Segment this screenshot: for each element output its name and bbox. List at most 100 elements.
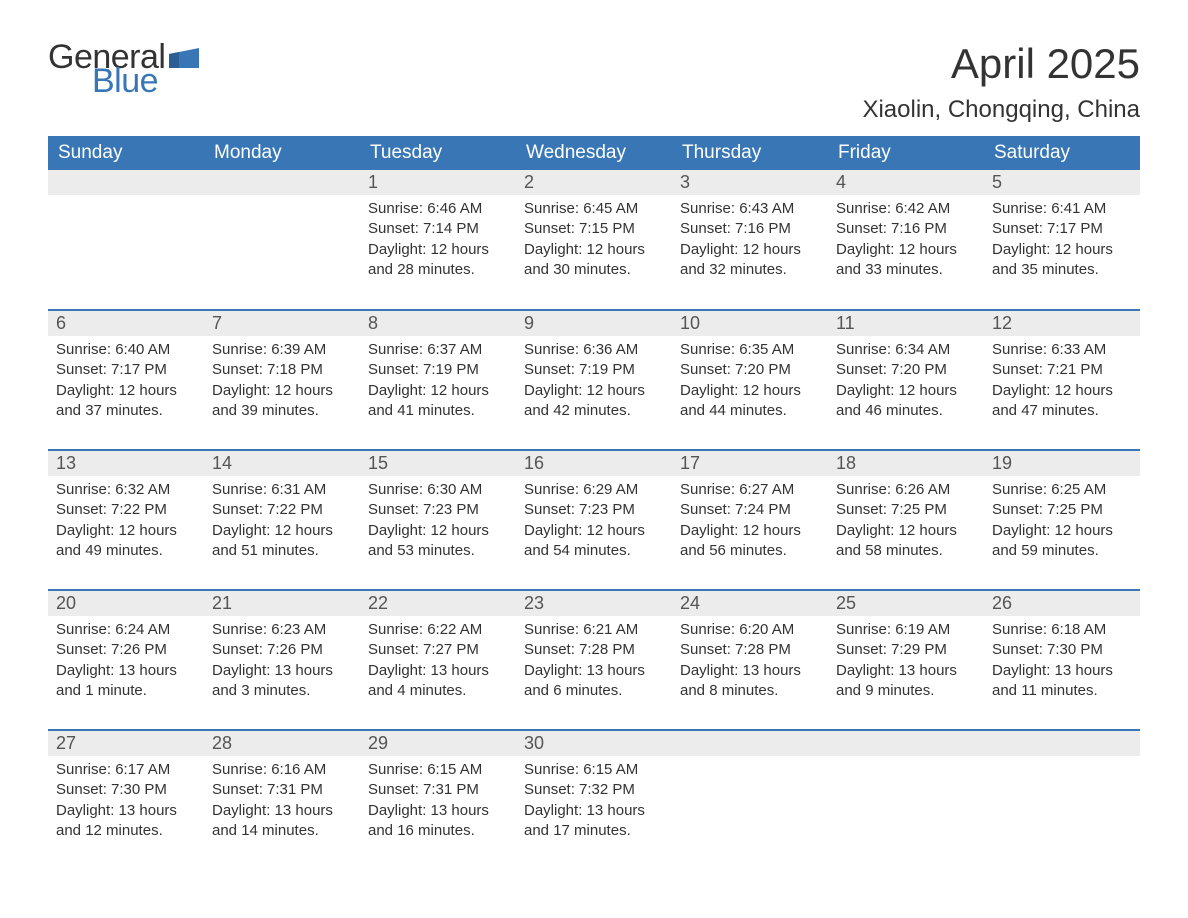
day-number: 22 xyxy=(360,591,516,616)
sunrise-line: Sunrise: 6:25 AM xyxy=(992,480,1132,500)
day-number: 27 xyxy=(48,731,204,756)
day-details: Sunrise: 6:25 AMSunset: 7:25 PMDaylight:… xyxy=(984,476,1140,569)
day-number: 24 xyxy=(672,591,828,616)
day-details: Sunrise: 6:15 AMSunset: 7:31 PMDaylight:… xyxy=(360,756,516,849)
day-details: Sunrise: 6:17 AMSunset: 7:30 PMDaylight:… xyxy=(48,756,204,849)
daylight-line-2: and 3 minutes. xyxy=(212,681,352,701)
daylight-line-2: and 11 minutes. xyxy=(992,681,1132,701)
day-details: Sunrise: 6:36 AMSunset: 7:19 PMDaylight:… xyxy=(516,336,672,429)
calendar-day-cell: 17Sunrise: 6:27 AMSunset: 7:24 PMDayligh… xyxy=(672,450,828,590)
sunset-line: Sunset: 7:19 PM xyxy=(524,360,664,380)
daylight-line-1: Daylight: 12 hours xyxy=(680,381,820,401)
sunrise-line: Sunrise: 6:27 AM xyxy=(680,480,820,500)
daylight-line-2: and 30 minutes. xyxy=(524,260,664,280)
daylight-line-2: and 17 minutes. xyxy=(524,821,664,841)
sunrise-line: Sunrise: 6:46 AM xyxy=(368,199,508,219)
daylight-line-1: Daylight: 12 hours xyxy=(212,381,352,401)
daylight-line-1: Daylight: 13 hours xyxy=(680,661,820,681)
calendar-week-row: 20Sunrise: 6:24 AMSunset: 7:26 PMDayligh… xyxy=(48,590,1140,730)
sunrise-line: Sunrise: 6:16 AM xyxy=(212,760,352,780)
day-details: Sunrise: 6:45 AMSunset: 7:15 PMDaylight:… xyxy=(516,195,672,288)
calendar-day-cell: 22Sunrise: 6:22 AMSunset: 7:27 PMDayligh… xyxy=(360,590,516,730)
calendar-day-cell: 13Sunrise: 6:32 AMSunset: 7:22 PMDayligh… xyxy=(48,450,204,590)
day-number: 8 xyxy=(360,311,516,336)
sunset-line: Sunset: 7:15 PM xyxy=(524,219,664,239)
calendar-day-cell: 20Sunrise: 6:24 AMSunset: 7:26 PMDayligh… xyxy=(48,590,204,730)
daylight-line-2: and 53 minutes. xyxy=(368,541,508,561)
sunset-line: Sunset: 7:16 PM xyxy=(836,219,976,239)
daylight-line-1: Daylight: 12 hours xyxy=(368,521,508,541)
daylight-line-1: Daylight: 12 hours xyxy=(836,381,976,401)
day-number: 2 xyxy=(516,170,672,195)
header-bar: General Blue April 2025 Xiaolin, Chongqi… xyxy=(48,40,1140,124)
daylight-line-2: and 46 minutes. xyxy=(836,401,976,421)
day-details: Sunrise: 6:33 AMSunset: 7:21 PMDaylight:… xyxy=(984,336,1140,429)
sunset-line: Sunset: 7:28 PM xyxy=(524,640,664,660)
day-number: 23 xyxy=(516,591,672,616)
daylight-line-1: Daylight: 13 hours xyxy=(524,801,664,821)
day-number: 9 xyxy=(516,311,672,336)
calendar-day-cell: 7Sunrise: 6:39 AMSunset: 7:18 PMDaylight… xyxy=(204,310,360,450)
day-details: Sunrise: 6:22 AMSunset: 7:27 PMDaylight:… xyxy=(360,616,516,709)
daylight-line-1: Daylight: 13 hours xyxy=(56,801,196,821)
sunset-line: Sunset: 7:17 PM xyxy=(56,360,196,380)
calendar-day-cell xyxy=(984,730,1140,870)
day-details: Sunrise: 6:27 AMSunset: 7:24 PMDaylight:… xyxy=(672,476,828,569)
sunrise-line: Sunrise: 6:30 AM xyxy=(368,480,508,500)
day-number: 15 xyxy=(360,451,516,476)
daylight-line-2: and 37 minutes. xyxy=(56,401,196,421)
day-number: 30 xyxy=(516,731,672,756)
daylight-line-2: and 16 minutes. xyxy=(368,821,508,841)
daylight-line-2: and 12 minutes. xyxy=(56,821,196,841)
title-block: April 2025 Xiaolin, Chongqing, China xyxy=(862,40,1140,124)
daylight-line-2: and 59 minutes. xyxy=(992,541,1132,561)
calendar-day-cell: 1Sunrise: 6:46 AMSunset: 7:14 PMDaylight… xyxy=(360,170,516,310)
daylight-line-2: and 32 minutes. xyxy=(680,260,820,280)
daylight-line-1: Daylight: 13 hours xyxy=(368,661,508,681)
day-details: Sunrise: 6:19 AMSunset: 7:29 PMDaylight:… xyxy=(828,616,984,709)
day-details: Sunrise: 6:21 AMSunset: 7:28 PMDaylight:… xyxy=(516,616,672,709)
sunrise-line: Sunrise: 6:39 AM xyxy=(212,340,352,360)
calendar-day-cell: 28Sunrise: 6:16 AMSunset: 7:31 PMDayligh… xyxy=(204,730,360,870)
sunrise-line: Sunrise: 6:35 AM xyxy=(680,340,820,360)
daylight-line-2: and 1 minute. xyxy=(56,681,196,701)
daylight-line-2: and 51 minutes. xyxy=(212,541,352,561)
sunrise-line: Sunrise: 6:23 AM xyxy=(212,620,352,640)
daylight-line-2: and 8 minutes. xyxy=(680,681,820,701)
day-number-empty xyxy=(828,731,984,756)
day-number: 5 xyxy=(984,170,1140,195)
day-details: Sunrise: 6:39 AMSunset: 7:18 PMDaylight:… xyxy=(204,336,360,429)
calendar-day-cell: 23Sunrise: 6:21 AMSunset: 7:28 PMDayligh… xyxy=(516,590,672,730)
day-number-empty xyxy=(984,731,1140,756)
calendar-day-cell: 25Sunrise: 6:19 AMSunset: 7:29 PMDayligh… xyxy=(828,590,984,730)
daylight-line-2: and 58 minutes. xyxy=(836,541,976,561)
weekday-header: Sunday xyxy=(48,136,204,170)
day-number: 7 xyxy=(204,311,360,336)
sunset-line: Sunset: 7:14 PM xyxy=(368,219,508,239)
day-number: 1 xyxy=(360,170,516,195)
day-number: 28 xyxy=(204,731,360,756)
calendar-table: Sunday Monday Tuesday Wednesday Thursday… xyxy=(48,136,1140,870)
sunrise-line: Sunrise: 6:17 AM xyxy=(56,760,196,780)
calendar-day-cell: 4Sunrise: 6:42 AMSunset: 7:16 PMDaylight… xyxy=(828,170,984,310)
sunrise-line: Sunrise: 6:19 AM xyxy=(836,620,976,640)
sunrise-line: Sunrise: 6:21 AM xyxy=(524,620,664,640)
sunset-line: Sunset: 7:23 PM xyxy=(524,500,664,520)
brand-line2: Blue xyxy=(92,64,199,98)
calendar-day-cell: 16Sunrise: 6:29 AMSunset: 7:23 PMDayligh… xyxy=(516,450,672,590)
daylight-line-1: Daylight: 12 hours xyxy=(56,381,196,401)
day-details: Sunrise: 6:23 AMSunset: 7:26 PMDaylight:… xyxy=(204,616,360,709)
day-number: 25 xyxy=(828,591,984,616)
sunset-line: Sunset: 7:31 PM xyxy=(368,780,508,800)
daylight-line-1: Daylight: 13 hours xyxy=(368,801,508,821)
daylight-line-1: Daylight: 12 hours xyxy=(836,240,976,260)
sunset-line: Sunset: 7:20 PM xyxy=(836,360,976,380)
sunrise-line: Sunrise: 6:15 AM xyxy=(368,760,508,780)
sunset-line: Sunset: 7:22 PM xyxy=(212,500,352,520)
sunset-line: Sunset: 7:18 PM xyxy=(212,360,352,380)
sunset-line: Sunset: 7:20 PM xyxy=(680,360,820,380)
day-details: Sunrise: 6:18 AMSunset: 7:30 PMDaylight:… xyxy=(984,616,1140,709)
day-number: 12 xyxy=(984,311,1140,336)
calendar-day-cell: 19Sunrise: 6:25 AMSunset: 7:25 PMDayligh… xyxy=(984,450,1140,590)
daylight-line-2: and 47 minutes. xyxy=(992,401,1132,421)
